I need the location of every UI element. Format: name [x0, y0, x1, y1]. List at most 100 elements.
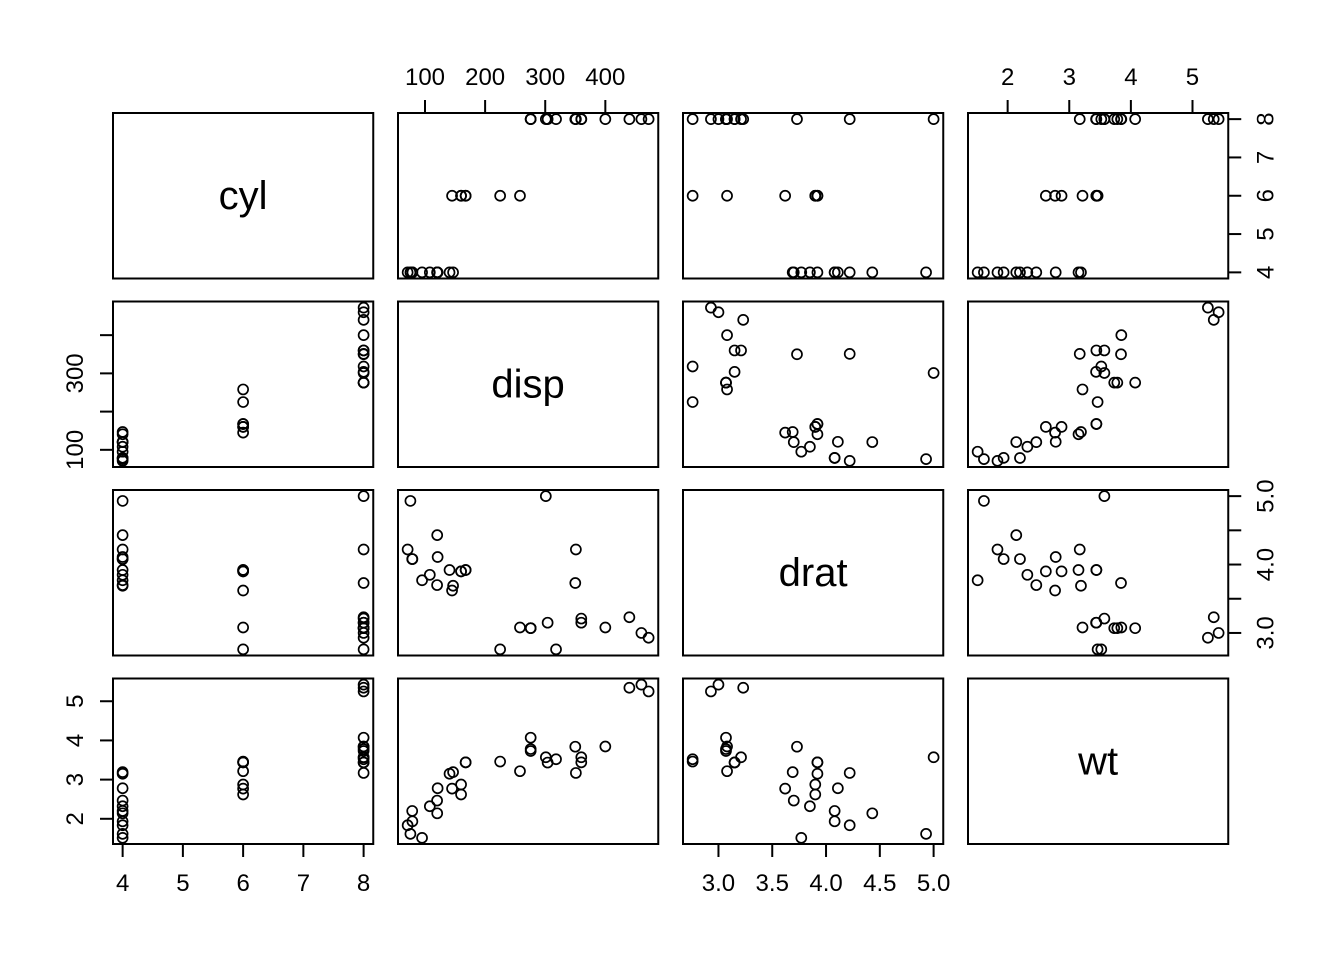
data-point — [237, 756, 249, 769]
tick-label: 2 — [62, 812, 89, 825]
data-point — [237, 418, 249, 430]
data-point — [116, 428, 129, 441]
data-point — [514, 765, 526, 778]
data-point — [1115, 348, 1127, 361]
data-point — [843, 113, 856, 125]
tick-label: 3.5 — [756, 870, 789, 897]
data-point — [791, 348, 803, 361]
data-point — [728, 365, 741, 378]
data-point — [811, 418, 824, 430]
data-point — [795, 445, 808, 458]
scatter-panel-drat-vs-disp — [397, 489, 660, 657]
data-point — [828, 266, 841, 279]
left-axis-wt: 2 3 4 5 — [62, 695, 113, 825]
data-point — [416, 266, 428, 279]
data-point — [828, 805, 841, 817]
data-point — [811, 767, 824, 780]
data-point — [1030, 266, 1043, 279]
data-point — [357, 543, 370, 556]
data-point — [1055, 189, 1068, 202]
data-point — [811, 756, 824, 769]
data-point — [705, 113, 717, 125]
data-point — [575, 113, 588, 125]
diagonal-panel-drat: drat — [682, 489, 945, 657]
data-point — [550, 643, 562, 656]
data-point — [1129, 376, 1142, 389]
data-point — [416, 574, 428, 587]
data-point — [843, 767, 856, 779]
data-point — [1075, 426, 1087, 438]
scatter-panel-cyl-vs-wt — [967, 112, 1230, 280]
data-point — [920, 453, 932, 465]
data-point — [787, 266, 800, 279]
data-point — [599, 621, 612, 634]
data-point — [357, 314, 370, 326]
data-point — [570, 113, 582, 125]
tick-label: 8 — [1252, 112, 1279, 125]
data-point — [920, 266, 932, 279]
data-point — [357, 360, 370, 373]
bottom-axis-drat: 3.0 3.5 4.0 4.5 5.0 — [702, 844, 950, 897]
data-point — [866, 436, 879, 448]
data-point — [237, 778, 249, 791]
data-point — [1049, 435, 1062, 448]
data-point — [447, 266, 459, 279]
data-point — [1049, 266, 1062, 279]
data-point — [599, 113, 612, 125]
data-point — [237, 584, 249, 597]
data-point — [1111, 376, 1124, 389]
data-point — [1076, 621, 1089, 634]
data-point — [786, 766, 799, 779]
data-point — [116, 815, 129, 828]
data-point — [539, 490, 552, 502]
data-point — [406, 815, 419, 828]
data-point — [811, 189, 824, 202]
data-point — [804, 266, 816, 279]
data-point — [843, 348, 856, 360]
left-axis-disp: 100 300 — [62, 334, 113, 470]
tick-label: 4 — [116, 870, 129, 897]
data-point — [1090, 113, 1102, 125]
data-point — [575, 616, 588, 629]
data-point — [455, 189, 467, 202]
data-point — [1091, 643, 1104, 656]
data-point — [1090, 418, 1103, 430]
data-point — [539, 113, 552, 125]
data-point — [642, 631, 655, 644]
diagonal-panel-disp: disp — [397, 300, 660, 468]
data-point — [514, 621, 526, 634]
diagonal-panel-cyl: cyl — [112, 112, 375, 280]
data-point — [116, 819, 129, 832]
data-point — [787, 436, 800, 448]
tick-label: 100 — [405, 64, 445, 91]
tick-label: 4 — [62, 734, 89, 747]
data-point — [811, 266, 824, 279]
data-point — [116, 529, 129, 541]
data-point — [116, 435, 129, 448]
data-point — [1111, 622, 1124, 635]
data-point — [1072, 564, 1085, 576]
data-point — [737, 113, 750, 125]
data-point — [791, 113, 803, 125]
data-point — [1207, 314, 1220, 326]
tick-label: 4.5 — [863, 870, 896, 897]
data-point — [686, 113, 699, 125]
data-point — [1014, 553, 1026, 565]
data-point — [524, 622, 537, 635]
data-point — [728, 113, 741, 125]
tick-label: 200 — [465, 64, 505, 91]
data-point — [599, 740, 612, 753]
data-point — [431, 529, 444, 541]
tick-label: 5 — [176, 870, 189, 897]
data-point — [1030, 579, 1043, 591]
data-point — [809, 788, 822, 801]
data-point — [832, 782, 844, 795]
data-point — [237, 782, 249, 795]
data-point — [116, 794, 129, 807]
data-point — [779, 189, 792, 202]
data-point — [116, 551, 129, 563]
data-point — [404, 495, 417, 507]
data-point — [237, 383, 249, 396]
data-point — [721, 383, 733, 396]
data-point — [737, 314, 750, 326]
